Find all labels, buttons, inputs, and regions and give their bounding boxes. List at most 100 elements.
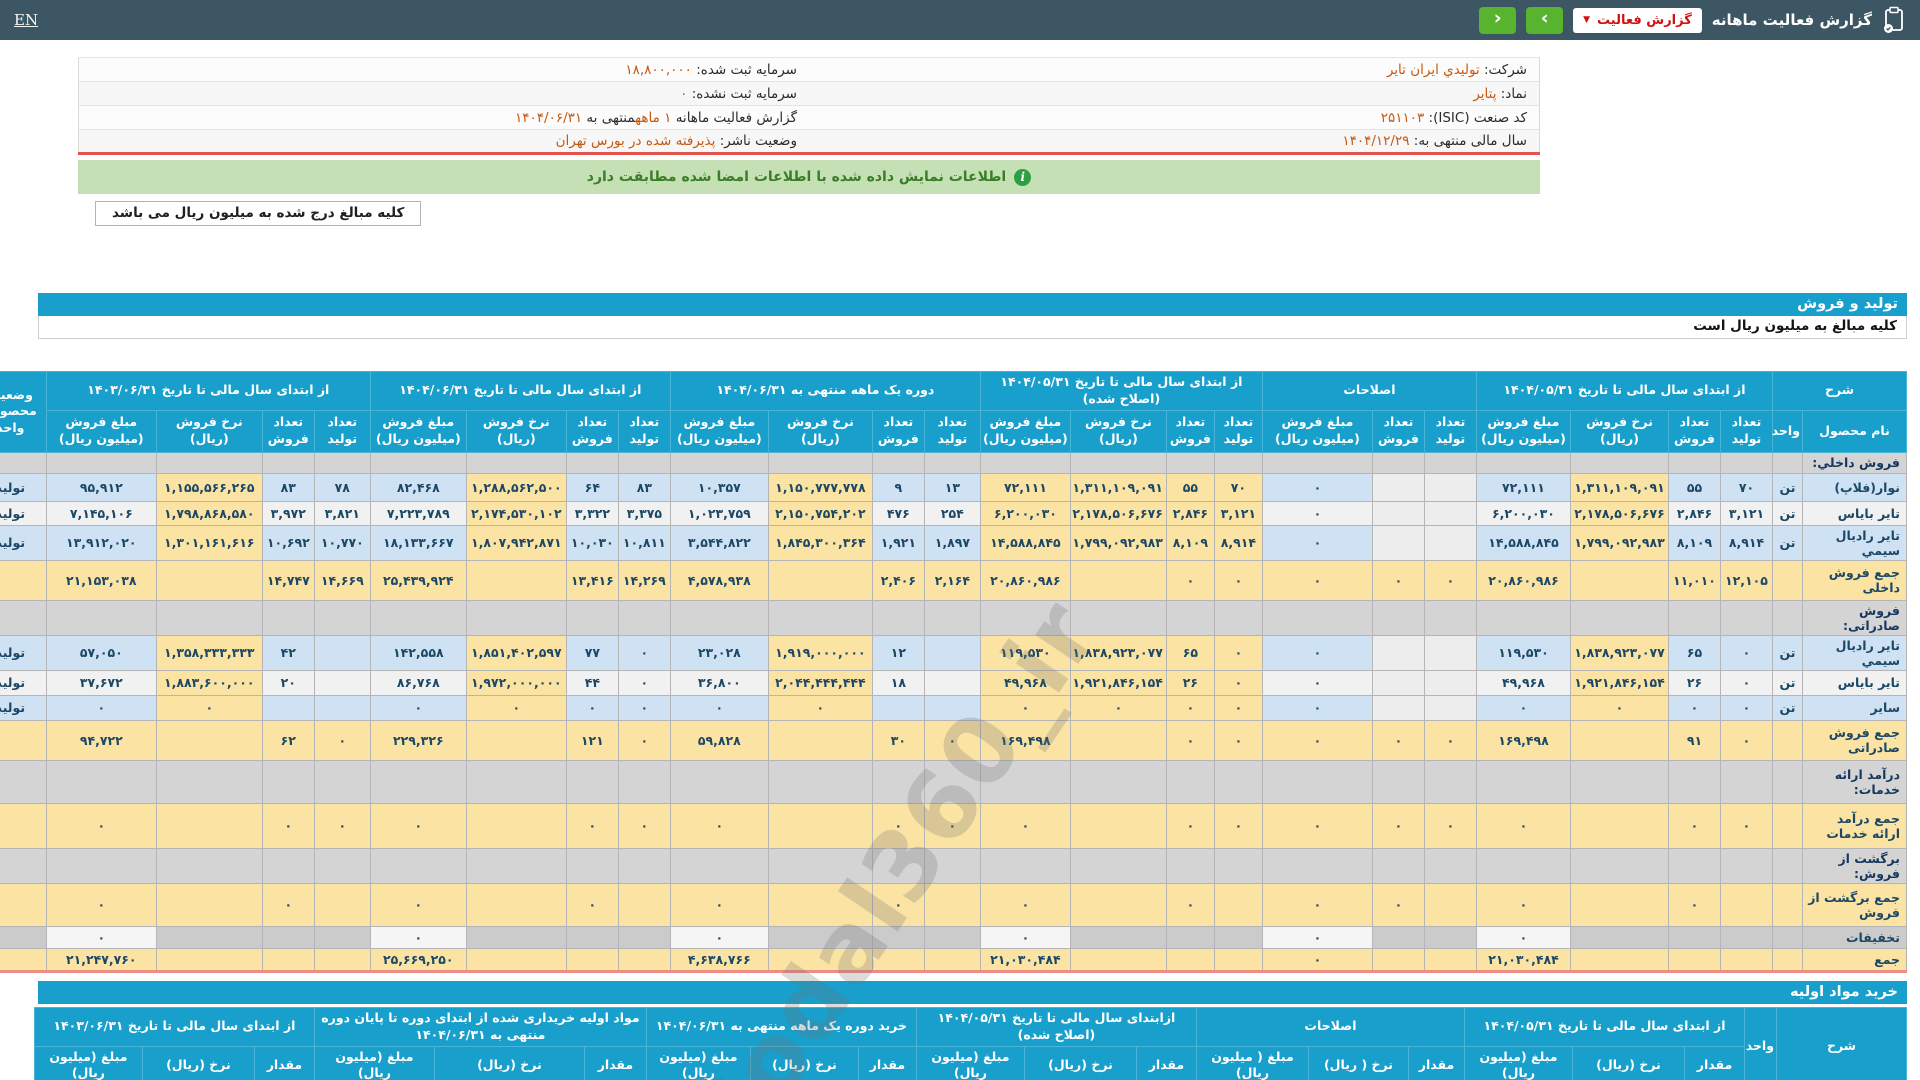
info-label: سرمایه ثبت شده:: [692, 62, 797, 78]
value-cell: [872, 948, 924, 971]
value-cell: ۰: [924, 720, 980, 760]
value-cell: ۴,۵۷۸,۹۳۸: [670, 560, 768, 600]
value-cell: ۰: [1166, 695, 1214, 720]
value-cell: ۵۵: [1166, 473, 1214, 501]
value-cell: ۱,۰۲۳,۷۵۹: [670, 501, 768, 525]
cell: [618, 600, 670, 635]
value-cell: [314, 883, 370, 926]
cell: [1476, 760, 1570, 803]
report-type-dropdown[interactable]: گزارش فعالیت ▼: [1573, 8, 1702, 33]
value-cell: [1070, 948, 1166, 971]
value-cell: ۰: [1262, 635, 1372, 670]
cell: [156, 848, 262, 883]
value-cell: ۱۰,۳۵۷: [670, 473, 768, 501]
row-label: فروش داخلي:: [1803, 452, 1907, 473]
cell: [262, 848, 314, 883]
value-cell: [1070, 926, 1166, 948]
row-label: نوار(فلاپ): [1803, 473, 1907, 501]
row-label: جمع فروش صادراتی: [1803, 720, 1907, 760]
cell: [1070, 760, 1166, 803]
value-cell: ۲۶: [1166, 670, 1214, 695]
column-group-header: اصلاحات: [1262, 372, 1476, 411]
value-cell: [924, 948, 980, 971]
value-cell: ۱,۸۰۷,۹۴۲,۸۷۱: [466, 525, 566, 560]
column-group-header: اصلاحات: [1196, 1007, 1464, 1046]
value-cell: ۱۱,۰۱۰: [1668, 560, 1720, 600]
cell: [1214, 760, 1262, 803]
info-value: پتایر: [1473, 86, 1496, 102]
previous-report-button[interactable]: ‹: [1479, 7, 1516, 34]
column-header: تعداد فروش: [1372, 410, 1424, 452]
value-cell: [1668, 926, 1720, 948]
value-cell: ۰: [1476, 695, 1570, 720]
value-cell: [1070, 883, 1166, 926]
value-cell: ۲۱,۰۳۰,۴۸۴: [980, 948, 1070, 971]
value-cell: ۰: [156, 695, 262, 720]
value-cell: ۱,۲۸۸,۵۶۲,۵۰۰: [466, 473, 566, 501]
cell: [1720, 452, 1772, 473]
cell: [1214, 848, 1262, 883]
cell: [466, 760, 566, 803]
column-header: تعداد فروش: [1166, 410, 1214, 452]
value-cell: [1372, 525, 1424, 560]
value-cell: ۰: [466, 695, 566, 720]
english-language-link[interactable]: EN: [14, 11, 38, 29]
value-cell: ۸,۱۰۹: [1166, 525, 1214, 560]
info-icon: i: [1014, 169, 1031, 186]
value-cell: [1570, 803, 1668, 848]
row-label: جمع برگشت از فروش: [1803, 883, 1907, 926]
value-cell: ۱,۹۷۲,۰۰۰,۰۰۰: [466, 670, 566, 695]
column-header: تعداد فروش: [262, 410, 314, 452]
cell: [872, 600, 924, 635]
column-header: تعداد فروش: [1668, 410, 1720, 452]
value-cell: ۰: [1214, 803, 1262, 848]
value-cell: [1372, 670, 1424, 695]
value-cell: ۰: [566, 803, 618, 848]
cell: [566, 848, 618, 883]
row-label: سایر: [1803, 695, 1907, 720]
value-cell: ۰: [370, 803, 466, 848]
value-cell: [1372, 501, 1424, 525]
production-sales-table: شرحاز ابتدای سال مالی تا تاریخ ۱۴۰۴/۰۵/۳…: [0, 371, 1907, 973]
column-header: مقدار: [1685, 1046, 1745, 1080]
value-cell: ۰: [1668, 695, 1720, 720]
info-label: وضعیت ناشر:: [715, 133, 797, 149]
info-label: شرکت:: [1480, 62, 1527, 78]
value-cell: [1424, 473, 1476, 501]
column-group-header: از ابتدای سال مالی تا تاریخ ۱۴۰۴/۰۵/۳۱ (…: [980, 372, 1262, 411]
cell: [0, 760, 46, 803]
value-cell: [1214, 883, 1262, 926]
table-row-product: تایر رادیال سیميتن۰۶۵۱,۸۳۸,۹۲۳,۰۷۷۱۱۹,۵۳…: [0, 635, 1907, 670]
row-label: تایر بایاس: [1803, 670, 1907, 695]
value-cell: ۰: [1214, 720, 1262, 760]
value-cell: ۲۱,۱۵۳,۰۳۸: [46, 560, 156, 600]
unit-cell: تن: [1772, 525, 1802, 560]
value-cell: ۸,۹۱۴: [1720, 525, 1772, 560]
value-cell: [262, 926, 314, 948]
value-cell: ۰: [1424, 803, 1476, 848]
value-cell: [768, 720, 872, 760]
value-cell: [1214, 926, 1262, 948]
value-cell: ۷,۲۲۳,۷۸۹: [370, 501, 466, 525]
cell: [618, 848, 670, 883]
value-cell: ۰: [1262, 695, 1372, 720]
cell: [1476, 452, 1570, 473]
value-cell: ۲۳,۰۲۸: [670, 635, 768, 670]
next-report-button[interactable]: ›: [1526, 7, 1563, 34]
value-cell: ۰: [314, 720, 370, 760]
column-header: مبلغ فروش (میلیون ریال): [370, 410, 466, 452]
column-header: نرخ (ریال): [434, 1046, 584, 1080]
column-group-header: از ابتدای سال مالی تا تاریخ ۱۴۰۳/۰۶/۳۱: [46, 372, 370, 411]
cell: [1424, 760, 1476, 803]
cell: [370, 760, 466, 803]
value-cell: [768, 803, 872, 848]
cell: [156, 600, 262, 635]
value-cell: ۱۶۹,۴۹۸: [980, 720, 1070, 760]
value-cell: ۸۳: [618, 473, 670, 501]
column-header: مبلغ (میلیون ریال): [34, 1046, 142, 1080]
value-cell: [314, 926, 370, 948]
value-cell: [1570, 560, 1668, 600]
info-cell-right: نماد: پتایر: [809, 82, 1540, 106]
status-cell: تولید: [0, 501, 46, 525]
value-cell: ۲۰: [262, 670, 314, 695]
